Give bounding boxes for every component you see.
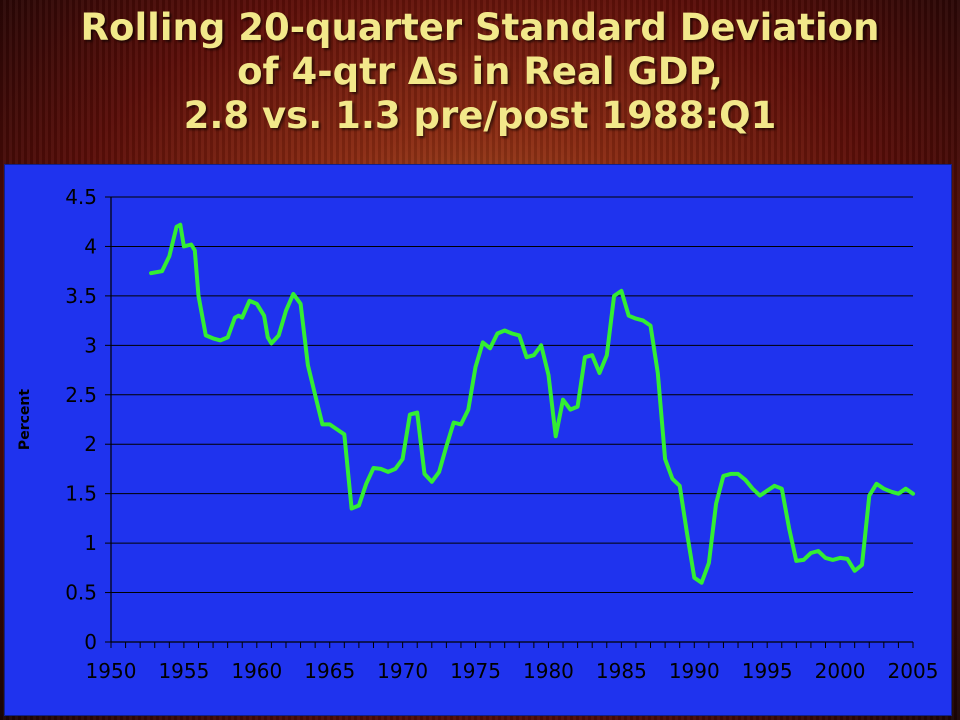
- y-axis-label: Percent: [17, 389, 33, 450]
- series-lines: [149, 222, 915, 585]
- x-tick-label-2000: 2000: [815, 659, 866, 683]
- y-tick-label-0: 0: [84, 630, 97, 654]
- x-tick-label-2005: 2005: [888, 659, 939, 683]
- y-tick-label-4: 4: [84, 234, 97, 258]
- title-line-3: 2.8 vs. 1.3 pre/post 1988:Q1: [183, 94, 777, 137]
- x-tick-label-1990: 1990: [669, 659, 720, 683]
- gridlines: [111, 196, 913, 594]
- y-tick-label-1: 1: [84, 531, 97, 555]
- axes: [105, 196, 914, 648]
- x-tick-label-1965: 1965: [304, 659, 355, 683]
- y-tick-labels: 0 0.5 1 1.5 2 2.5 3 3.5 4 4.5: [65, 185, 97, 654]
- x-tick-labels: 1950 1955 1960 1965 1970 1975 1980 1985 1990 1995…: [86, 659, 939, 683]
- title-line-1: Rolling 20-quarter Standard Deviation: [80, 6, 880, 49]
- x-tick-label-1985: 1985: [596, 659, 647, 683]
- y-tick-label-3: 3: [84, 333, 97, 357]
- x-tick-label-1955: 1955: [158, 659, 209, 683]
- x-tick-label-1970: 1970: [377, 659, 428, 683]
- y-tick-label-4.5: 4.5: [65, 185, 97, 209]
- y-tick-label-2.5: 2.5: [65, 383, 97, 407]
- x-tick-label-1995: 1995: [742, 659, 793, 683]
- x-tick-label-1975: 1975: [450, 659, 501, 683]
- chart-panel: 0 0.5 1 1.5 2 2.5 3 3.5 4 4.5 1950 1955 1960 1965 197…: [5, 165, 951, 715]
- line-chart: 0 0.5 1 1.5 2 2.5 3 3.5 4 4.5 1950 1955 1960 1965 197…: [17, 185, 939, 683]
- slide-title: Rolling 20-quarter Standard Deviation of…: [0, 6, 960, 138]
- x-tick-label-1960: 1960: [231, 659, 282, 683]
- x-tick-label-1980: 1980: [523, 659, 574, 683]
- series-line-0: [149, 222, 915, 585]
- y-tick-label-3.5: 3.5: [65, 284, 97, 308]
- title-line-2: of 4-qtr Δs in Real GDP,: [237, 50, 723, 93]
- y-tick-label-0.5: 0.5: [65, 581, 97, 605]
- y-tick-label-2: 2: [84, 432, 97, 456]
- y-tick-label-1.5: 1.5: [65, 482, 97, 506]
- x-tick-label-1950: 1950: [86, 659, 137, 683]
